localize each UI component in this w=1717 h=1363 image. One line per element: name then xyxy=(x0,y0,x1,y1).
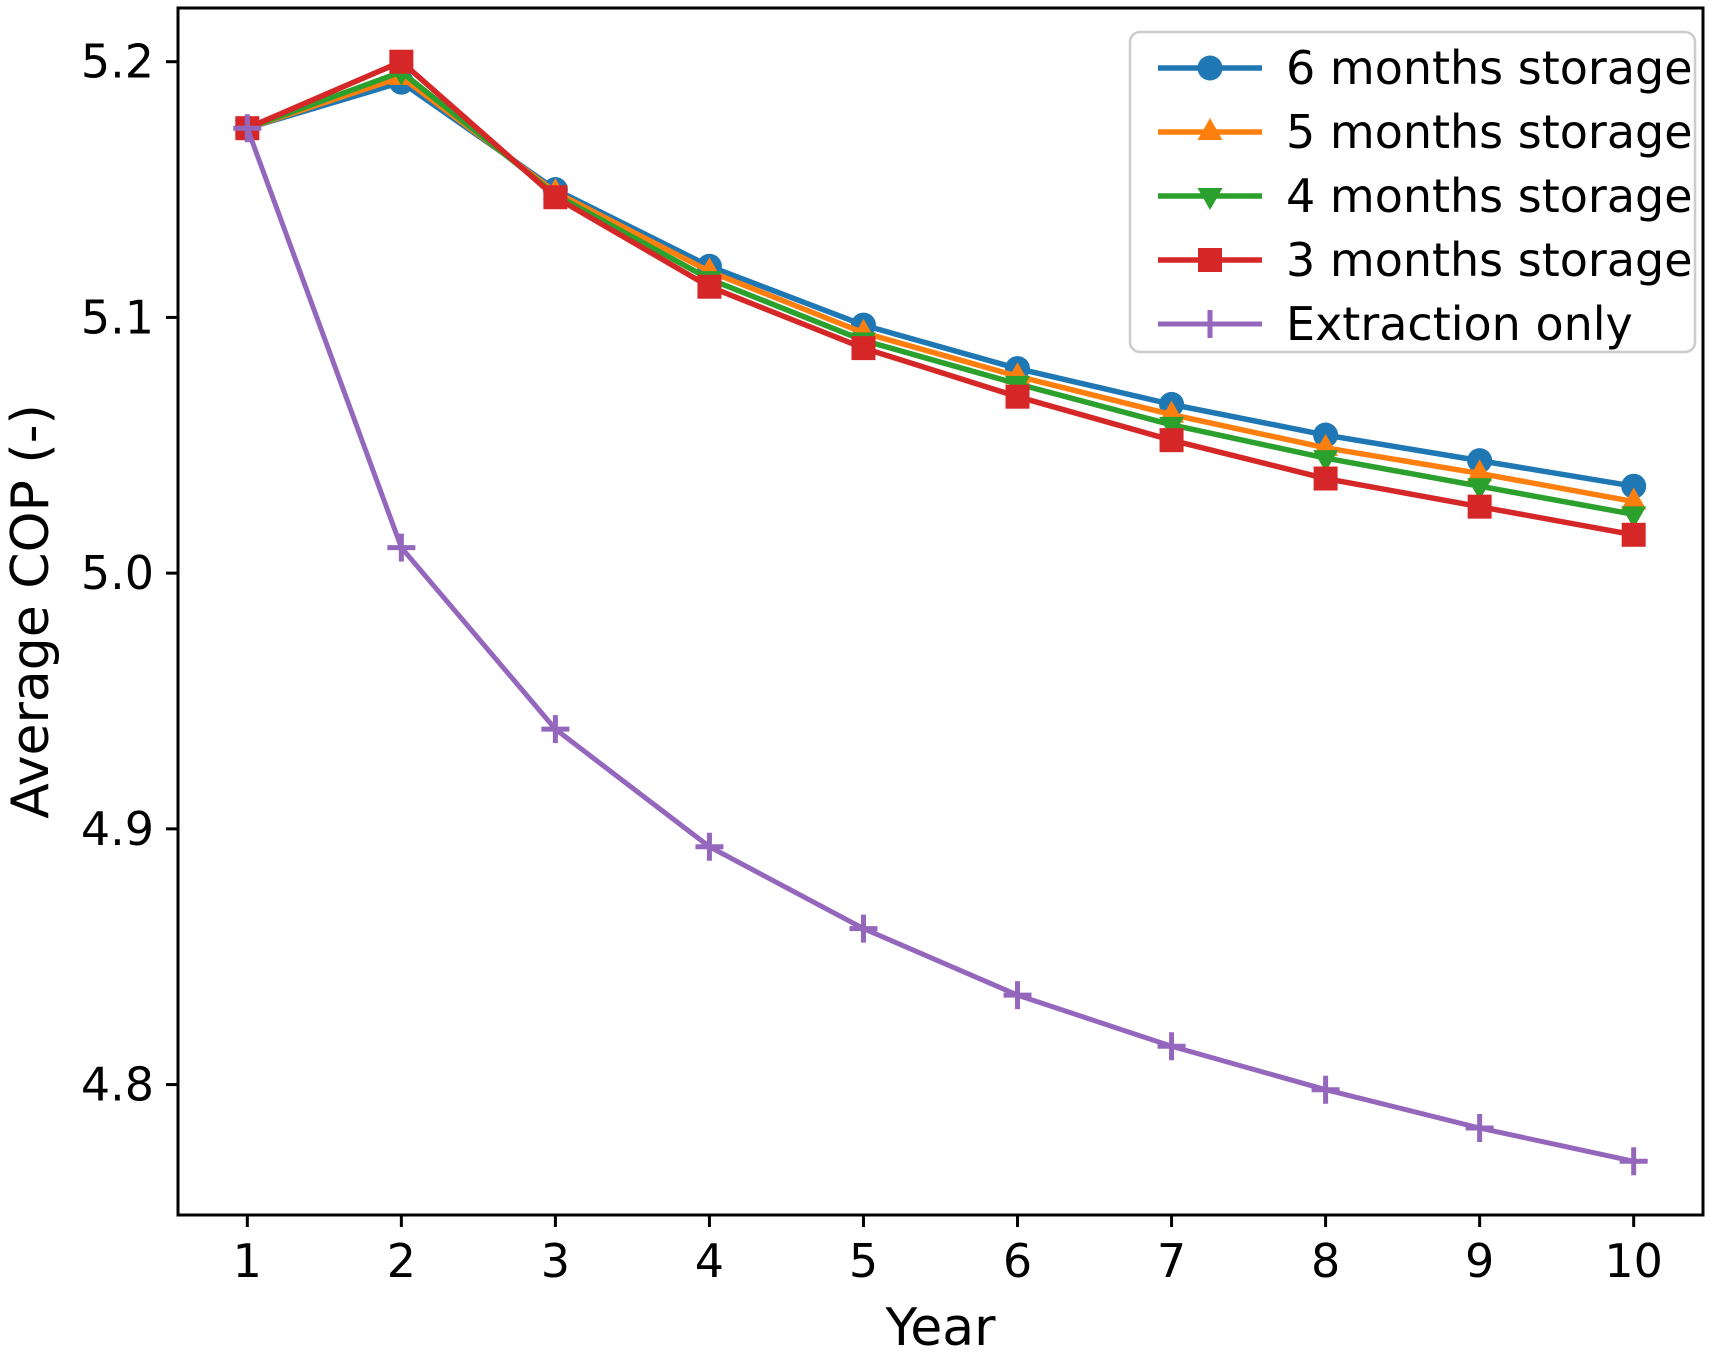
legend-item-5-months-storage: 5 months storage xyxy=(1158,105,1693,159)
legend-label: 6 months storage xyxy=(1286,41,1693,95)
y-tick-label: 5.1 xyxy=(81,290,154,344)
plus-marker xyxy=(541,715,570,744)
circle-marker xyxy=(1197,55,1223,81)
legend-label: Extraction only xyxy=(1286,297,1633,351)
plus-marker xyxy=(1311,1075,1340,1104)
plus-marker xyxy=(1003,981,1032,1010)
legend-label: 3 months storage xyxy=(1286,233,1693,287)
x-tick-label: 4 xyxy=(695,1234,724,1288)
square-marker xyxy=(1313,466,1338,491)
x-tick-label: 7 xyxy=(1157,1234,1186,1288)
y-tick-label: 5.0 xyxy=(81,546,154,600)
plot-area-frame xyxy=(176,6,1705,1217)
square-marker xyxy=(389,49,414,74)
x-tick-label: 9 xyxy=(1465,1234,1494,1288)
series-extraction-only xyxy=(233,114,1648,1176)
legend: 6 months storage 5 months storage 4 months… xyxy=(1128,30,1697,354)
plus-marker xyxy=(387,533,416,562)
circle-marker xyxy=(1621,473,1647,499)
legend-item-6-months-storage: 6 months storage xyxy=(1158,41,1693,95)
y-tick-label: 4.9 xyxy=(81,802,154,856)
x-tick-label: 2 xyxy=(387,1234,416,1288)
plus-marker xyxy=(849,914,878,943)
square-marker xyxy=(1159,428,1184,453)
x-tick-label: 8 xyxy=(1311,1234,1340,1288)
legend-item-extraction-only: Extraction only xyxy=(1158,297,1633,351)
triangle-up-marker xyxy=(1467,459,1493,482)
square-marker xyxy=(1005,384,1030,409)
triangle-down-marker xyxy=(1197,188,1223,210)
series-3-months-storage xyxy=(235,49,1646,547)
triangle-down-marker xyxy=(1621,506,1647,529)
legend-box xyxy=(1128,30,1697,354)
series-line-3-months-storage xyxy=(244,58,1637,538)
x-tick-label: 10 xyxy=(1604,1234,1663,1288)
x-axis: 1 2 3 4 5 6 7 8 9 10 xyxy=(233,1215,1663,1288)
triangle-up-marker xyxy=(1621,487,1647,510)
x-tick-label: 5 xyxy=(849,1234,878,1288)
triangle-up-marker xyxy=(1197,118,1223,140)
square-marker xyxy=(1467,494,1492,519)
legend-item-3-months-storage: 3 months storage xyxy=(1158,233,1693,287)
legend-label: 5 months storage xyxy=(1286,105,1693,159)
series-line-4-months-storage xyxy=(244,69,1637,518)
plus-marker xyxy=(695,832,724,861)
legend-item-4-months-storage: 4 months storage xyxy=(1158,169,1693,223)
square-marker xyxy=(851,336,876,361)
plus-marker xyxy=(233,114,262,143)
y-tick-label: 4.8 xyxy=(81,1058,154,1112)
triangle-down-marker xyxy=(1467,478,1493,501)
y-axis: 4.8 4.9 5.0 5.1 5.2 xyxy=(81,35,178,1112)
plus-marker xyxy=(1465,1114,1494,1143)
triangle-down-marker xyxy=(1313,450,1339,473)
plus-marker xyxy=(1196,310,1224,338)
square-marker xyxy=(697,274,722,299)
x-axis-label: Year xyxy=(884,1298,996,1358)
plus-marker xyxy=(1157,1032,1186,1061)
square-marker xyxy=(1621,522,1646,547)
series-line-extraction-only xyxy=(244,125,1637,1164)
square-marker xyxy=(1198,248,1222,272)
plus-marker xyxy=(1619,1147,1648,1176)
y-axis-label: Average COP (-) xyxy=(1,404,61,819)
legend-label: 4 months storage xyxy=(1286,169,1693,223)
y-tick-label: 5.2 xyxy=(81,35,154,89)
x-tick-label: 1 xyxy=(233,1234,262,1288)
square-marker xyxy=(543,185,568,210)
triangle-down-marker xyxy=(1159,416,1185,439)
x-tick-label: 3 xyxy=(541,1234,570,1288)
x-tick-label: 6 xyxy=(1003,1234,1032,1288)
